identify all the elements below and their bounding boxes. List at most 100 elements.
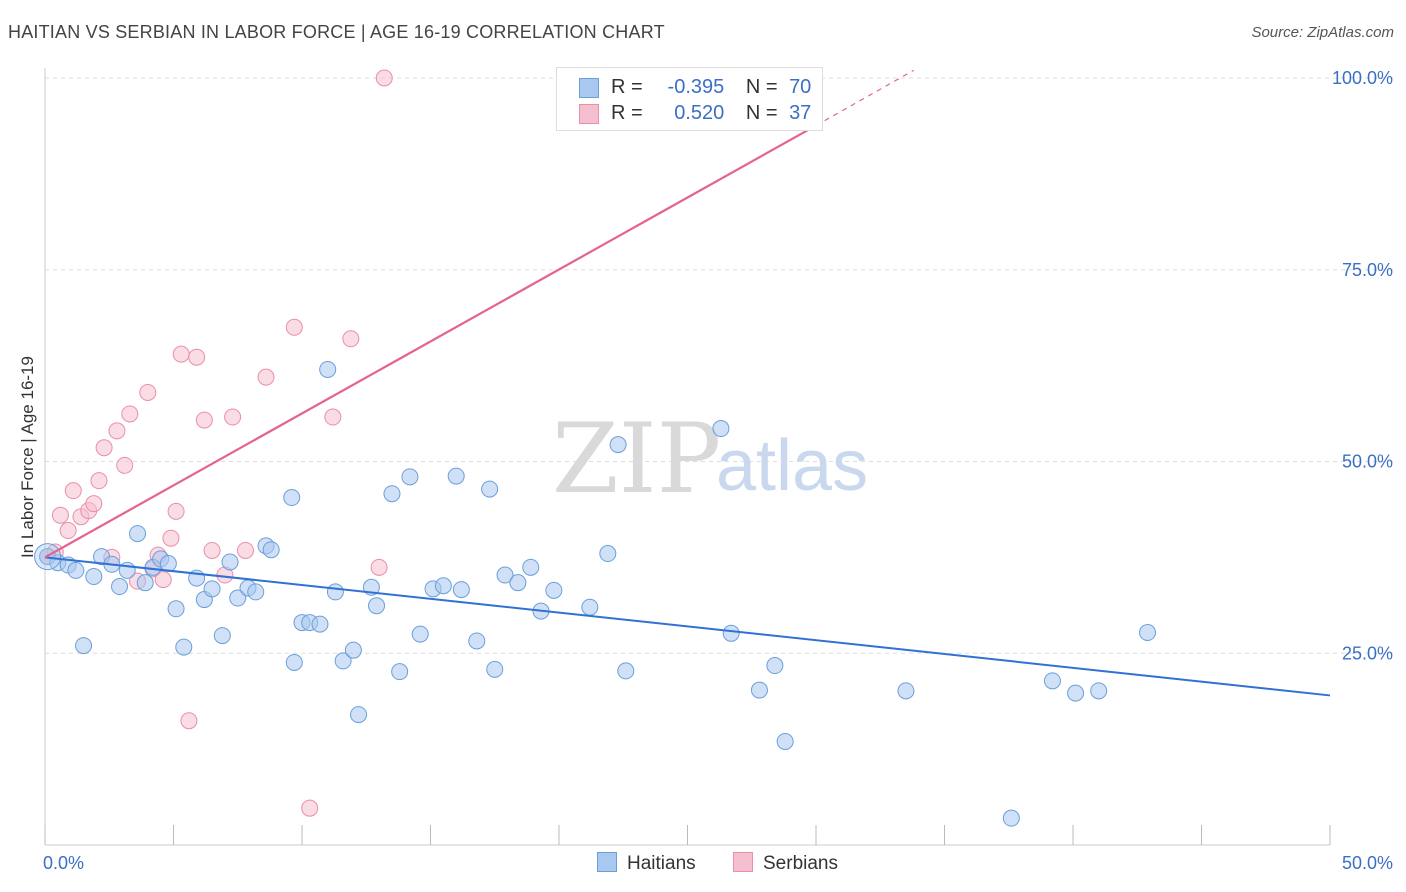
haitians-point	[486, 660, 504, 678]
serbians-legend-label: Serbians	[763, 853, 838, 874]
r-value-serbians: 0.520	[674, 102, 725, 124]
haitians-point	[750, 681, 768, 699]
haitians-legend-label: Haitians	[627, 853, 696, 874]
haitians-point	[545, 581, 563, 599]
haitians-point	[203, 580, 221, 598]
serbians-point	[188, 348, 206, 366]
serbians-point	[195, 411, 213, 429]
haitians-trend-line	[44, 556, 1331, 697]
haitians-point	[447, 467, 465, 485]
haitians-point	[136, 574, 154, 592]
haitians-point	[326, 583, 344, 601]
haitians-point	[229, 589, 247, 607]
tick-labels: 25.0% 50.0% 75.0% 100.0% 0.0% 50.0%	[43, 68, 1393, 873]
haitians-point	[581, 598, 599, 616]
serbians-point	[342, 330, 360, 348]
haitians-point	[897, 682, 915, 700]
haitians-point	[213, 627, 231, 645]
serbians-swatch	[579, 103, 599, 124]
haitians-point	[175, 638, 193, 656]
serbians-point	[301, 799, 319, 817]
haitians-point	[334, 652, 352, 670]
serbians-point	[162, 529, 180, 547]
r-label: R =	[611, 76, 643, 98]
serbians-trend-line	[44, 124, 817, 559]
serbians-point	[64, 482, 82, 500]
serbians-point	[139, 383, 157, 401]
haitians-point	[167, 600, 185, 618]
serbians-legend-swatch	[733, 852, 753, 872]
trend-lines	[44, 69, 1331, 697]
axes	[44, 68, 1331, 846]
bottom-legend-serbians: Serbians	[733, 852, 838, 875]
haitians-point	[411, 625, 429, 643]
haitians-point	[350, 706, 368, 724]
serbians-point	[203, 541, 221, 559]
haitians-point	[468, 632, 486, 650]
serbians-point	[324, 408, 342, 426]
x-tick-label: 0.0%	[43, 853, 84, 873]
y-axis-label: In Labor Force | Age 16-19	[18, 356, 37, 558]
serbians-point	[285, 318, 303, 336]
haitians-point	[609, 436, 627, 454]
haitians-point	[1090, 682, 1108, 700]
bottom-legend-haitians: Haitians	[597, 852, 696, 875]
haitians-point	[221, 553, 239, 571]
correlation-legend: R = -0.395 N = 70 R = 0.520 N = 37	[556, 67, 823, 131]
haitians-legend-swatch	[597, 852, 617, 872]
haitians-point	[129, 525, 147, 543]
n-value-serbians: 37	[789, 102, 812, 124]
y-tick-label: 75.0%	[1342, 260, 1393, 280]
haitians-point	[712, 420, 730, 438]
haitians-point	[617, 662, 635, 680]
serbians-point	[108, 422, 126, 440]
r-label: R =	[611, 102, 643, 124]
chart-title: HAITIAN VS SERBIAN IN LABOR FORCE | AGE …	[8, 22, 665, 42]
n-label: N =	[745, 102, 778, 124]
haitians-point	[496, 566, 514, 584]
haitians-point	[311, 615, 329, 633]
y-tick-label: 25.0%	[1342, 643, 1393, 663]
haitians-point	[344, 641, 362, 659]
serbians-point	[59, 522, 77, 540]
watermark-atlas: atlas	[716, 426, 868, 506]
haitians-point	[368, 597, 386, 615]
legend-row-haitians: R = -0.395 N = 70	[579, 76, 811, 100]
n-value-haitians: 70	[789, 76, 812, 98]
grid-lines	[45, 77, 1395, 654]
chart-source: Source: ZipAtlas.com	[1251, 24, 1394, 41]
n-label: N =	[745, 76, 778, 98]
haitians-point	[85, 568, 103, 586]
serbians-point	[224, 408, 242, 426]
r-value-haitians: -0.395	[667, 76, 725, 98]
haitians-point	[722, 624, 740, 642]
haitians-point	[391, 663, 409, 681]
serbians-point	[370, 558, 388, 576]
serbians-point	[95, 439, 113, 457]
haitians-point	[285, 653, 303, 671]
haitians-point	[1139, 624, 1157, 642]
haitians-points	[34, 360, 1157, 827]
serbians-point	[257, 368, 275, 386]
haitians-point	[1043, 672, 1061, 690]
haitians-point	[452, 581, 470, 599]
serbians-trend-extension	[815, 69, 914, 127]
serbians-point	[121, 405, 139, 423]
serbians-point	[85, 495, 103, 513]
serbians-point	[172, 345, 190, 363]
haitians-point	[383, 485, 401, 503]
haitians-point	[434, 577, 452, 595]
haitians-point	[75, 637, 93, 655]
serbians-point	[180, 712, 198, 730]
haitians-point	[1067, 684, 1085, 702]
serbians-point	[51, 506, 69, 524]
x-tick-label: 50.0%	[1342, 853, 1393, 873]
haitians-point	[522, 558, 540, 576]
haitians-point	[776, 732, 794, 750]
haitians-point	[509, 574, 527, 592]
serbians-point	[116, 456, 134, 474]
y-tick-label: 50.0%	[1342, 452, 1393, 472]
serbians-point	[167, 502, 185, 520]
haitians-point	[599, 545, 617, 563]
